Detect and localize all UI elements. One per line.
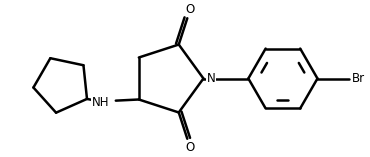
Text: NH: NH <box>91 96 109 109</box>
Text: O: O <box>185 141 194 154</box>
Text: N: N <box>207 72 216 85</box>
Text: O: O <box>185 3 194 16</box>
Text: Br: Br <box>352 72 364 85</box>
